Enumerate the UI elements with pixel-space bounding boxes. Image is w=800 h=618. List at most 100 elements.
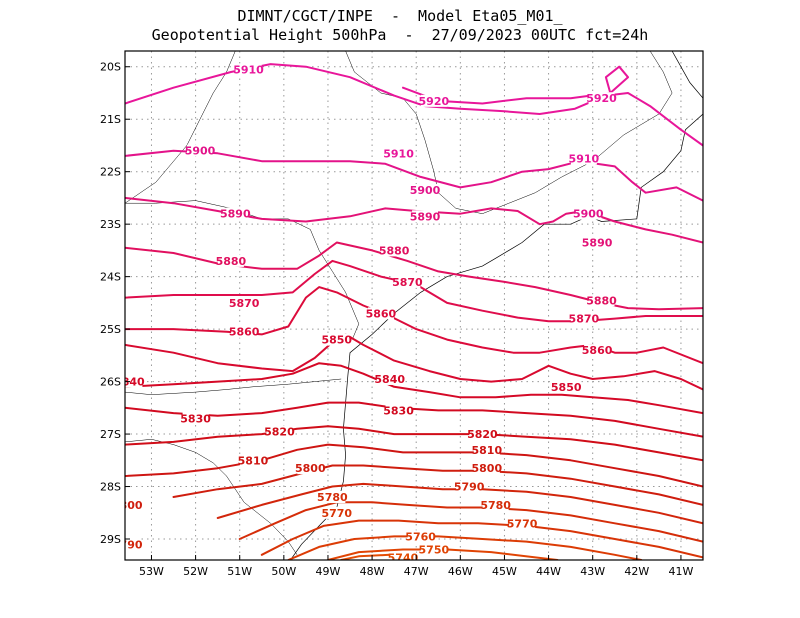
contour-label-bg bbox=[407, 530, 434, 543]
contour-5760 bbox=[287, 535, 643, 560]
contour-label: 5840 bbox=[114, 376, 145, 389]
lat-tick-label: 21S bbox=[100, 113, 121, 126]
contour-label-bg bbox=[482, 498, 509, 511]
contour-label: 5900 bbox=[410, 184, 441, 197]
contour-5750 bbox=[327, 548, 559, 560]
contour-label: 5890 bbox=[410, 210, 441, 223]
contour-label-bg bbox=[239, 454, 266, 467]
contour-5810 bbox=[125, 443, 703, 488]
contour-label: 5760 bbox=[405, 530, 436, 543]
contour-label-bg bbox=[473, 462, 500, 475]
contour-label-bg bbox=[187, 144, 214, 157]
contour-label-bg bbox=[420, 94, 447, 107]
contour-label-bg bbox=[297, 462, 324, 475]
contour-label-bg bbox=[584, 236, 611, 249]
contour-label: 5860 bbox=[366, 307, 397, 320]
contour-label: 5740 bbox=[388, 551, 419, 564]
contour-label-bg bbox=[222, 207, 249, 220]
lat-tick-label: 29S bbox=[100, 533, 121, 546]
state-border bbox=[125, 200, 360, 340]
contour-label: 5780 bbox=[317, 491, 348, 504]
lat-tick-label: 27S bbox=[100, 428, 121, 441]
contour-label: 5800 bbox=[471, 462, 502, 475]
lon-tick-label: 42W bbox=[624, 565, 649, 578]
contour-label: 5910 bbox=[569, 153, 600, 166]
lon-tick-label: 49W bbox=[316, 565, 341, 578]
contour-label-bg bbox=[385, 147, 412, 160]
contour-label-bg bbox=[266, 425, 293, 438]
contour-label: 5860 bbox=[582, 344, 613, 357]
contour-label: 5870 bbox=[392, 276, 423, 289]
lon-tick-label: 52W bbox=[183, 565, 208, 578]
contour-label-bg bbox=[570, 152, 597, 165]
contour-label-bg bbox=[125, 538, 141, 551]
contour-label: 5910 bbox=[233, 63, 264, 76]
contour-label: 5880 bbox=[216, 255, 247, 268]
contour-label: 5780 bbox=[480, 499, 511, 512]
map-frame bbox=[124, 50, 704, 561]
chart-title-line-2: Geopotential Height 500hPa - 27/09/2023 … bbox=[151, 26, 649, 44]
lon-tick-label: 44W bbox=[536, 565, 561, 578]
lon-tick-label: 51W bbox=[227, 565, 252, 578]
contour-label-bg bbox=[575, 207, 602, 220]
contour-label: 5830 bbox=[180, 412, 211, 425]
lat-tick-label: 26S bbox=[100, 376, 121, 389]
contour-label: 5850 bbox=[551, 381, 582, 394]
lon-tick-label: 45W bbox=[492, 565, 517, 578]
contour-label-bg bbox=[381, 244, 408, 257]
contour-label: 5790 bbox=[112, 538, 143, 551]
contour-label: 5920 bbox=[419, 95, 450, 108]
contour-label-bg bbox=[319, 491, 346, 504]
contour-label: 5790 bbox=[454, 481, 485, 494]
contour-label-bg bbox=[412, 210, 439, 223]
contour-5820 bbox=[125, 425, 703, 462]
lon-tick-label: 43W bbox=[580, 565, 605, 578]
contour-label-bg bbox=[367, 307, 394, 320]
contour-label: 5840 bbox=[374, 373, 405, 386]
contour-label: 5900 bbox=[573, 208, 604, 221]
contour-label: 5920 bbox=[586, 92, 617, 105]
contour-label: 5870 bbox=[229, 297, 260, 310]
chart-title-line-1: DIMNT/CGCT/INPE - Model Eta05_M01_ bbox=[237, 7, 563, 25]
contour-5780 bbox=[238, 501, 703, 543]
contour-label-bg bbox=[588, 92, 615, 105]
lon-tick-label: 53W bbox=[139, 565, 164, 578]
lat-tick-label: 22S bbox=[100, 166, 121, 179]
contour-label-bg bbox=[182, 412, 209, 425]
contour-label-bg bbox=[473, 443, 500, 456]
contour-label: 5820 bbox=[467, 428, 498, 441]
contour-label-bg bbox=[456, 480, 483, 493]
contour-label: 5850 bbox=[321, 334, 352, 347]
contour-label: 5880 bbox=[379, 244, 410, 257]
lat-tick-label: 28S bbox=[100, 481, 121, 494]
contour-label: 5820 bbox=[264, 425, 295, 438]
contour-5870 bbox=[125, 259, 703, 323]
contour-label-bg bbox=[217, 254, 244, 267]
contour-label-bg bbox=[125, 498, 141, 511]
contour-label-bg bbox=[469, 428, 496, 441]
contour-label: 5910 bbox=[383, 147, 414, 160]
contour-label: 5800 bbox=[295, 462, 326, 475]
contour-label-bg bbox=[323, 333, 350, 346]
state-border bbox=[125, 378, 342, 395]
contour-label-bg bbox=[588, 294, 615, 307]
contour-label-bg bbox=[509, 517, 536, 530]
lat-tick-label: 25S bbox=[100, 323, 121, 336]
state-border bbox=[125, 51, 236, 204]
lon-tick-label: 48W bbox=[360, 565, 385, 578]
contour-labels: 5910 5920 5920 5910 5910 5900 5900 5900 5890 5890… bbox=[112, 63, 617, 564]
contour-label: 5860 bbox=[229, 326, 260, 339]
contour-label: 5810 bbox=[238, 454, 269, 467]
coastline bbox=[671, 51, 703, 99]
contour-label-bg bbox=[389, 551, 416, 560]
contour-label-bg bbox=[235, 63, 262, 76]
contour-label-bg bbox=[412, 184, 439, 197]
contour-5890 bbox=[125, 196, 703, 244]
contour-label: 5810 bbox=[471, 444, 502, 457]
contour-label: 5900 bbox=[185, 145, 216, 158]
contour-label: 5880 bbox=[586, 294, 617, 307]
contour-label: 5830 bbox=[383, 404, 414, 417]
contour-label: 5890 bbox=[220, 208, 251, 221]
